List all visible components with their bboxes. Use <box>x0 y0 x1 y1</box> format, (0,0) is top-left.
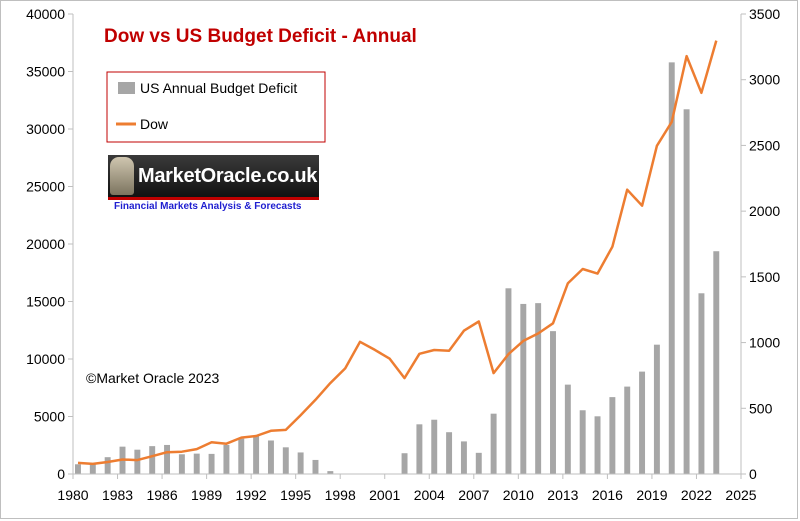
y-right-tick-label: 3500 <box>749 6 780 22</box>
y-right-tick-label: 1000 <box>749 335 780 351</box>
legend-swatch-deficit <box>118 82 135 94</box>
y-right-tick-label: 0 <box>749 466 757 482</box>
deficit-bar <box>178 454 185 474</box>
y-right-tick-label: 500 <box>749 400 773 416</box>
x-tick-label: 2025 <box>725 487 756 503</box>
deficit-bar <box>653 344 660 474</box>
deficit-bar <box>520 303 527 474</box>
deficit-bar <box>401 453 408 474</box>
deficit-bar <box>327 471 334 474</box>
deficit-bar <box>668 62 675 474</box>
deficit-bars <box>75 62 720 475</box>
x-tick-label: 1986 <box>146 487 177 503</box>
x-tick-label: 2004 <box>414 487 445 503</box>
deficit-bar <box>698 293 705 474</box>
deficit-bar <box>431 419 438 474</box>
y-left-tick-label: 10000 <box>26 351 65 367</box>
deficit-bar <box>238 438 245 474</box>
deficit-bar <box>475 452 482 474</box>
deficit-bar <box>297 452 304 474</box>
deficit-bar <box>683 109 690 475</box>
y-left-tick-label: 30000 <box>26 121 65 137</box>
dow-line <box>77 40 718 466</box>
axes: 0500010000150002000025000300003500040000… <box>26 6 780 503</box>
x-tick-label: 1980 <box>57 487 88 503</box>
deficit-bar <box>460 441 467 474</box>
deficit-bar <box>193 453 200 474</box>
deficit-bar <box>490 413 497 474</box>
deficit-bar <box>89 463 96 474</box>
deficit-bar <box>253 435 260 474</box>
y-left-tick-label: 25000 <box>26 179 65 195</box>
x-tick-label: 2010 <box>503 487 534 503</box>
deficit-bar <box>550 331 556 474</box>
x-tick-label: 1992 <box>236 487 267 503</box>
legend-label-dow: Dow <box>140 116 169 132</box>
chart-title: Dow vs US Budget Deficit - Annual <box>104 26 417 47</box>
deficit-bar <box>639 371 646 474</box>
dow-line-layer <box>77 40 718 466</box>
logo-banner: MarketOracle.co.uk <box>108 155 319 197</box>
y-left-tick-label: 5000 <box>34 409 65 425</box>
deficit-bar <box>624 386 631 474</box>
deficit-bar <box>579 410 586 474</box>
deficit-bar <box>535 303 542 474</box>
deficit-bar <box>564 384 571 474</box>
statue-icon <box>110 157 134 195</box>
deficit-bar <box>104 457 111 474</box>
deficit-bar <box>609 397 616 474</box>
x-tick-label: 2001 <box>369 487 400 503</box>
logo-divider <box>108 197 319 200</box>
x-tick-label: 2022 <box>681 487 712 503</box>
market-oracle-logo: MarketOracle.co.uk Financial Markets Ana… <box>108 155 319 215</box>
y-left-tick-label: 0 <box>57 466 65 482</box>
deficit-bar <box>223 444 230 474</box>
x-tick-label: 1998 <box>325 487 356 503</box>
deficit-bar <box>446 432 453 474</box>
deficit-bar <box>312 459 319 474</box>
x-tick-label: 2013 <box>547 487 578 503</box>
deficit-bar <box>75 464 81 474</box>
y-left-tick-label: 15000 <box>26 294 65 310</box>
y-left-tick-label: 20000 <box>26 236 65 252</box>
logo-name: MarketOracle.co.uk <box>138 165 318 187</box>
x-tick-label: 2007 <box>458 487 489 503</box>
x-tick-label: 1983 <box>102 487 133 503</box>
x-tick-label: 1989 <box>191 487 222 503</box>
y-right-tick-label: 2500 <box>749 137 780 153</box>
deficit-bar <box>208 453 215 474</box>
deficit-bar <box>134 449 141 474</box>
deficit-bar <box>505 288 512 474</box>
deficit-bar <box>416 424 423 474</box>
deficit-bar <box>594 416 601 474</box>
deficit-bar <box>282 447 289 474</box>
x-tick-label: 2019 <box>636 487 667 503</box>
deficit-bar <box>267 440 274 474</box>
y-left-tick-label: 40000 <box>26 6 65 22</box>
y-right-tick-label: 2000 <box>749 203 780 219</box>
deficit-bar <box>149 446 156 474</box>
legend-label-deficit: US Annual Budget Deficit <box>140 80 297 96</box>
deficit-bar <box>164 444 171 474</box>
x-tick-label: 1995 <box>280 487 311 503</box>
deficit-bar <box>713 251 720 474</box>
y-right-tick-label: 1500 <box>749 269 780 285</box>
y-right-tick-label: 3000 <box>749 72 780 88</box>
copyright-text: ©Market Oracle 2023 <box>86 370 219 386</box>
y-left-tick-label: 35000 <box>26 64 65 80</box>
logo-tagline: Financial Markets Analysis & Forecasts <box>114 201 302 212</box>
legend-box <box>106 71 326 143</box>
legend: US Annual Budget Deficit Dow <box>106 71 326 143</box>
x-tick-label: 2016 <box>592 487 623 503</box>
